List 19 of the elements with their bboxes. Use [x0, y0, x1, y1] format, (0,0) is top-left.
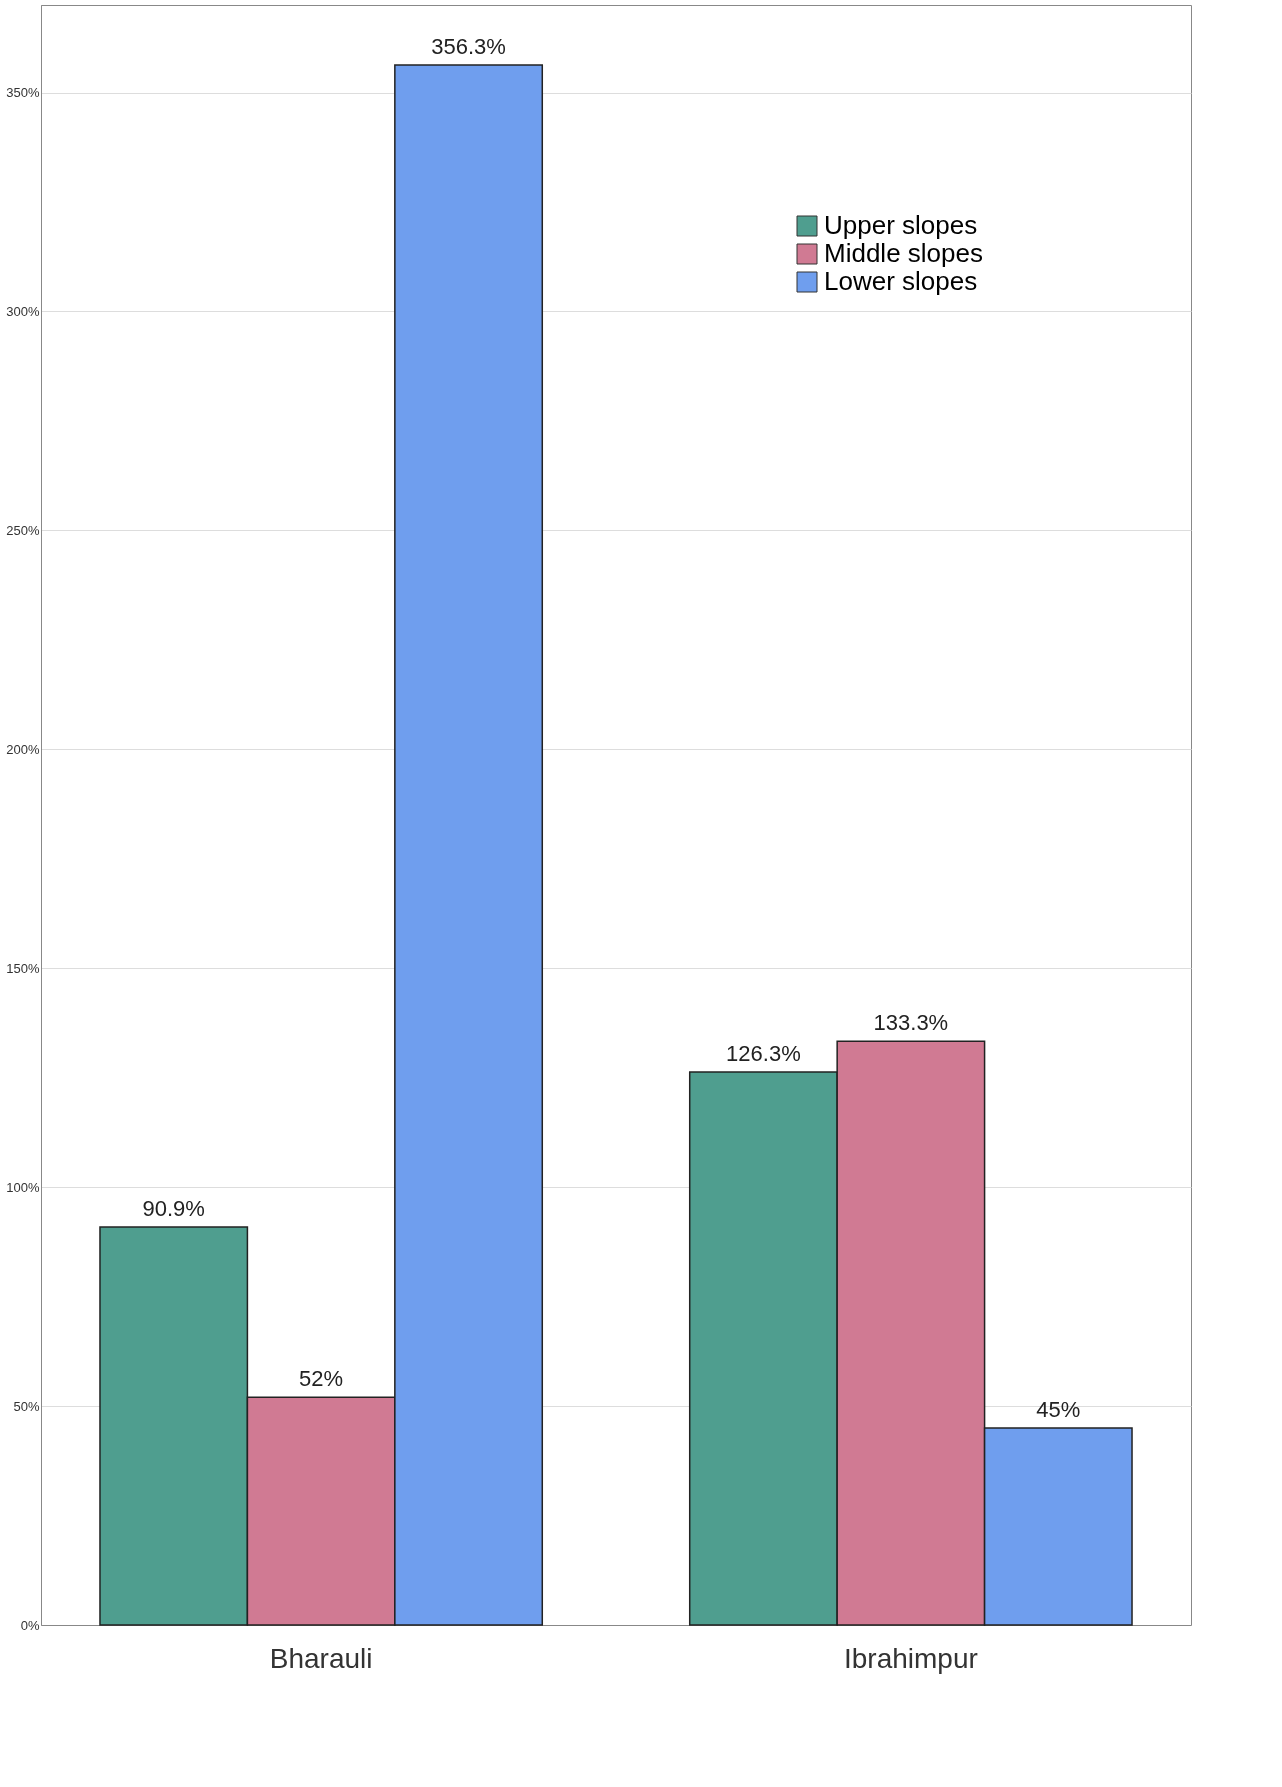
data-label: 126.3%: [726, 1041, 801, 1067]
y-tick-label: 0%: [20, 1617, 40, 1633]
data-label: 90.9%: [142, 1196, 205, 1222]
y-tick-label: 300%: [6, 303, 40, 319]
legend-label: Middle slopes: [824, 238, 983, 268]
x-tick-label: Bharauli: [269, 1642, 373, 1674]
y-tick-label: 200%: [6, 741, 40, 757]
data-label: 133.3%: [873, 1010, 949, 1036]
y-tick-label: 50%: [13, 1398, 40, 1414]
data-label: 52%: [299, 1366, 344, 1392]
data-label: 356.3%: [431, 33, 506, 59]
x-tick-label: Ibrahimpur: [843, 1642, 978, 1674]
y-tick-label: 250%: [6, 522, 40, 538]
data-label: 45%: [1036, 1396, 1081, 1422]
legend-label: Upper slopes: [824, 210, 978, 240]
y-tick-label: 350%: [6, 85, 40, 101]
y-tick-label: 150%: [6, 960, 40, 976]
legend-label: Lower slopes: [824, 266, 978, 296]
y-tick-label: 100%: [6, 1179, 40, 1195]
